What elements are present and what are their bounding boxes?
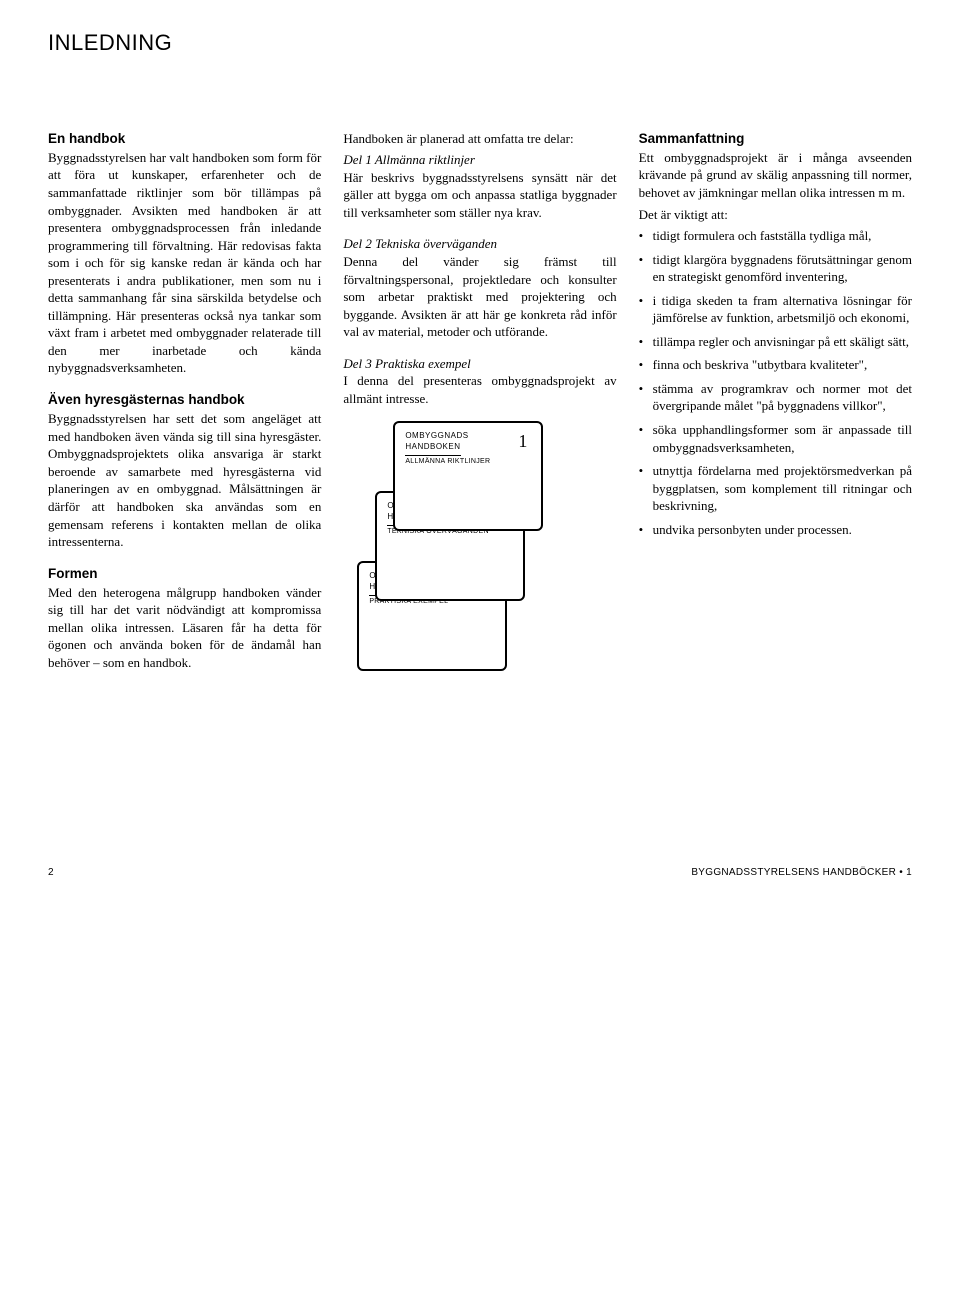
col3-lead: Det är viktigt att:	[639, 206, 912, 224]
del1-head: Del 1 Allmänna riktlinjer	[343, 152, 475, 167]
book1-line2: HANDBOKEN	[405, 442, 460, 456]
del3-head: Del 3 Praktiska exempel	[343, 356, 470, 371]
column-layout: En handbok Byggnadsstyrelsen har valt ha…	[48, 130, 912, 686]
footer-right-text: BYGGNADSSTYRELSENS HANDBÖCKER • 1	[691, 866, 912, 880]
book1-line1: OMBYGGNADS	[405, 431, 531, 442]
column-3: Sammanfattning Ett ombyggnadsprojekt är …	[639, 130, 912, 551]
col2-del2: Del 2 Tekniska överväganden Denna del vä…	[343, 235, 616, 340]
col1-para-3: Med den heterogena målgrupp handboken vä…	[48, 584, 321, 672]
list-item: i tidiga skeden ta fram alternativa lösn…	[639, 292, 912, 327]
book-card-1: OMBYGGNADS HANDBOKEN 1 ALLMÄNNA RIKTLINJ…	[393, 421, 543, 531]
col2-del1: Del 1 Allmänna riktlinjer Här beskrivs b…	[343, 151, 616, 221]
book1-sub: ALLMÄNNA RIKTLINJER	[405, 457, 531, 466]
list-item: tidigt formulera och fastställa tydliga …	[639, 227, 912, 245]
list-item: finna och beskriva "utbytbara kvaliteter…	[639, 356, 912, 374]
list-item: tillämpa regler och anvisningar på ett s…	[639, 333, 912, 351]
list-item: undvika personbyten under processen.	[639, 521, 912, 539]
col3-head: Sammanfattning	[639, 130, 912, 148]
del1-body: Här beskrivs byggnadsstyrelsens synsätt …	[343, 170, 616, 220]
page-number-left: 2	[48, 866, 54, 880]
col1-head-1: En handbok	[48, 130, 321, 148]
col3-bullet-list: tidigt formulera och fastställa tydliga …	[639, 227, 912, 538]
col2-del3: Del 3 Praktiska exempel I denna del pres…	[343, 355, 616, 408]
col1-para-1: Byggnadsstyrelsen har valt handboken som…	[48, 149, 321, 377]
list-item: söka upphandlingsformer som är anpassade…	[639, 421, 912, 456]
col1-head-3: Formen	[48, 565, 321, 583]
book-stack-diagram: OMBYGGNADS HANDBOKEN 3 PRAKTISKA EXEMPEL…	[351, 421, 571, 681]
list-item: utnyttja fördelarna med projektörsmedver…	[639, 462, 912, 515]
col1-head-2: Även hyresgästernas handbok	[48, 391, 321, 409]
del2-body: Denna del vänder sig främst till förvalt…	[343, 254, 616, 339]
page-title: INLEDNING	[48, 28, 912, 58]
col1-para-2: Byggnadsstyrelsen har sett det som angel…	[48, 410, 321, 550]
col3-para-1: Ett ombyggnadsprojekt är i många avseend…	[639, 149, 912, 202]
column-2: Handboken är planerad att omfatta tre de…	[343, 130, 616, 682]
page-footer: 2 BYGGNADSSTYRELSENS HANDBÖCKER • 1	[48, 866, 912, 880]
column-1: En handbok Byggnadsstyrelsen har valt ha…	[48, 130, 321, 686]
col2-intro: Handboken är planerad att omfatta tre de…	[343, 130, 616, 148]
list-item: stämma av programkrav och normer mot det…	[639, 380, 912, 415]
del2-head: Del 2 Tekniska överväganden	[343, 236, 497, 251]
del3-body: I denna del presenteras ombyggnadsprojek…	[343, 373, 616, 406]
book1-num: 1	[518, 429, 527, 453]
list-item: tidigt klargöra byggnadens förutsättning…	[639, 251, 912, 286]
